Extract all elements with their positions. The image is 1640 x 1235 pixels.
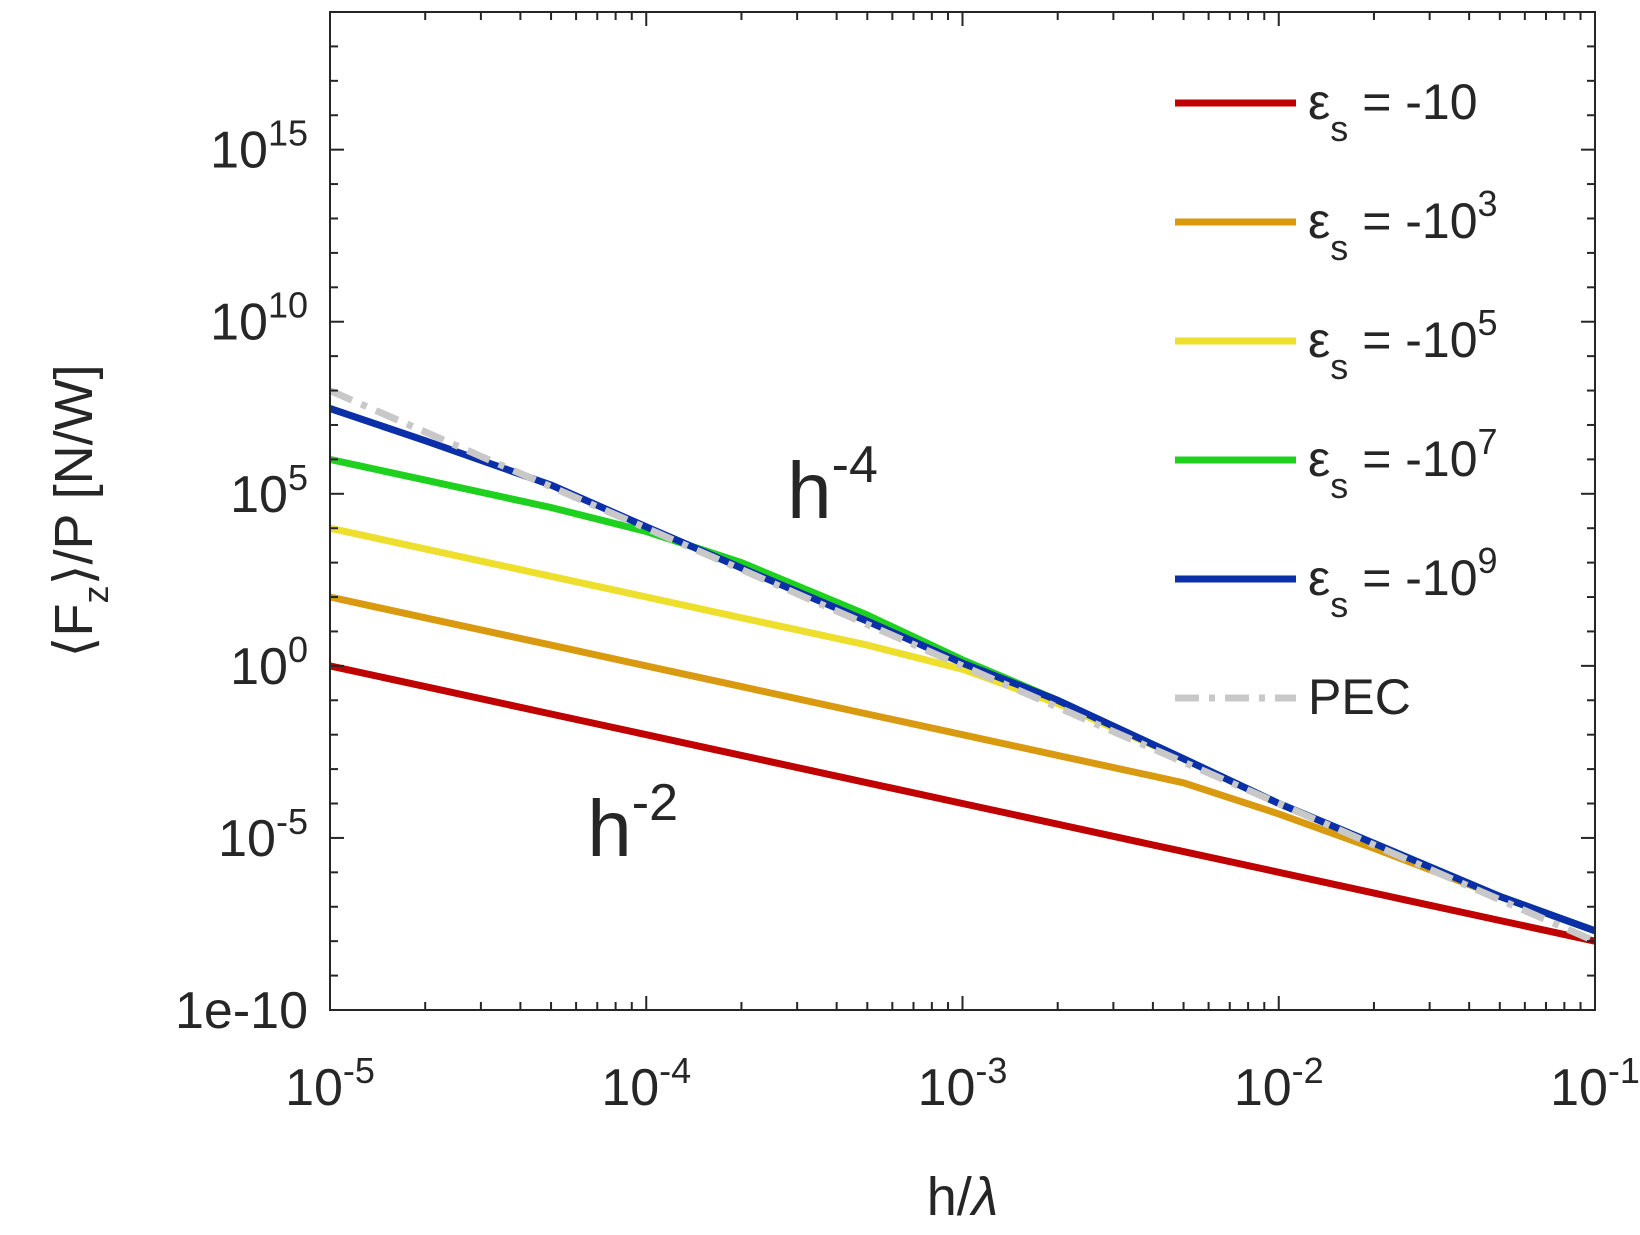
y-tick-label: 1e-10: [175, 982, 308, 1040]
x-tick-label: 10-3: [918, 1050, 1008, 1117]
legend: εs = -10 εs = -103 εs = -105 εs = -107 εs = …: [1175, 74, 1498, 725]
annotations: h-4 h-2: [587, 436, 878, 873]
x-tick-label: 10-2: [1234, 1050, 1324, 1117]
axes: 10-5 10-4 10-3 10-2 10-1 1e-10 10-5 100 105 1010 1…: [175, 11, 1640, 1117]
legend-label-4: εs = -107: [1308, 421, 1498, 506]
legend-label-6: PEC: [1308, 669, 1411, 725]
legend-label-5: εs = -109: [1308, 540, 1498, 625]
plot-lines: [328, 387, 1597, 945]
axis-labels: h/λ ⟨Fz⟩/P [N/W]: [44, 364, 998, 1227]
x-axis-label: h/λ: [927, 1167, 999, 1227]
y-axis-label: ⟨Fz⟩/P [N/W]: [44, 364, 116, 657]
x-tick-label: 10-4: [601, 1050, 691, 1117]
x-tick-label: 10-1: [1550, 1050, 1640, 1117]
annotation-h2: h-2: [587, 774, 678, 873]
series-line-1: [329, 662, 1596, 945]
legend-label-3: εs = -105: [1308, 302, 1498, 387]
y-tick-label: 1010: [210, 285, 308, 352]
legend-label-1: εs = -10: [1308, 74, 1478, 149]
y-tick-label: 100: [230, 629, 308, 696]
x-tick-label: 10-5: [285, 1050, 375, 1117]
y-tick-label: 10-5: [218, 801, 308, 868]
series-line-6: [328, 387, 1597, 945]
legend-label-2: εs = -103: [1308, 183, 1498, 268]
y-tick-label: 105: [230, 457, 308, 524]
y-tick-label: 1015: [210, 113, 308, 180]
annotation-h4: h-4: [787, 436, 878, 535]
